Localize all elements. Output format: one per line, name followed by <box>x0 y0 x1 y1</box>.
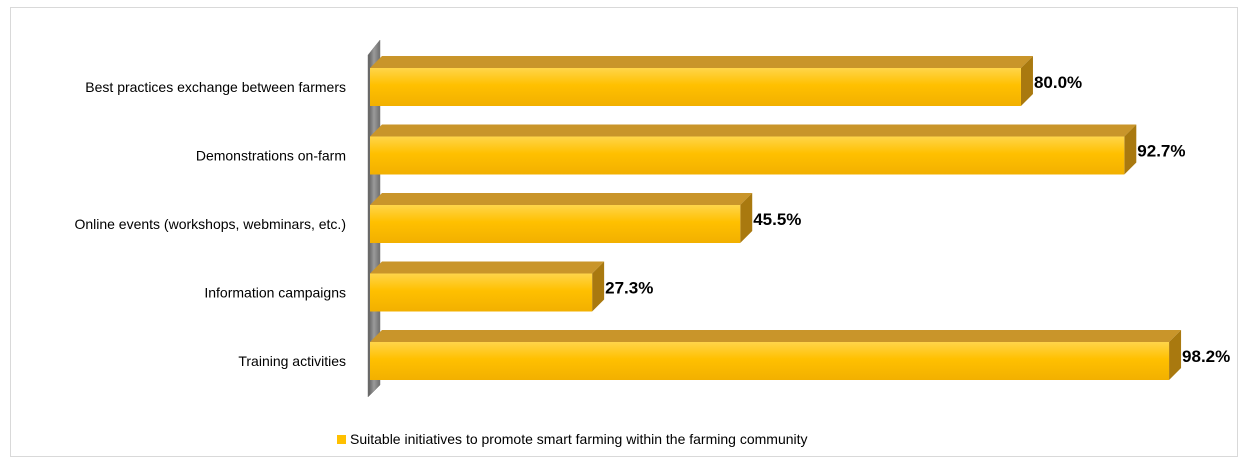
category-label: Best practices exchange between farmers <box>85 79 346 95</box>
value-label: 45.5% <box>753 210 801 229</box>
bar-side-face <box>1169 330 1182 380</box>
bar <box>370 136 1125 175</box>
bar-side-face <box>592 261 605 312</box>
bar <box>370 205 741 243</box>
bar-top-face <box>370 56 1033 68</box>
category-label: Online events (workshops, webminars, etc… <box>74 216 346 232</box>
value-label: 92.7% <box>1137 142 1185 161</box>
bar-top-face <box>370 330 1182 342</box>
bar-side-face <box>1124 124 1137 175</box>
bars-group <box>370 56 1182 380</box>
bar-top-face <box>370 261 605 274</box>
bar-top-face <box>370 124 1137 137</box>
category-label: Training activities <box>238 353 346 369</box>
legend-swatch <box>337 435 346 444</box>
bar-side-face <box>1020 56 1033 106</box>
category-label: Demonstrations on-farm <box>196 148 346 164</box>
bar <box>370 273 593 312</box>
value-label: 27.3% <box>605 279 653 298</box>
value-label: 80.0% <box>1034 73 1082 92</box>
bar-side-face <box>740 193 753 243</box>
labels-group: Best practices exchange between farmers 8… <box>74 73 1230 369</box>
category-label: Information campaigns <box>204 285 346 301</box>
legend: Suitable initiatives to promote smart fa… <box>337 431 808 447</box>
bar-top-face <box>370 193 753 205</box>
legend-label: Suitable initiatives to promote smart fa… <box>350 431 808 447</box>
bar <box>370 342 1170 380</box>
bar <box>370 68 1021 106</box>
value-label: 98.2% <box>1182 347 1230 366</box>
